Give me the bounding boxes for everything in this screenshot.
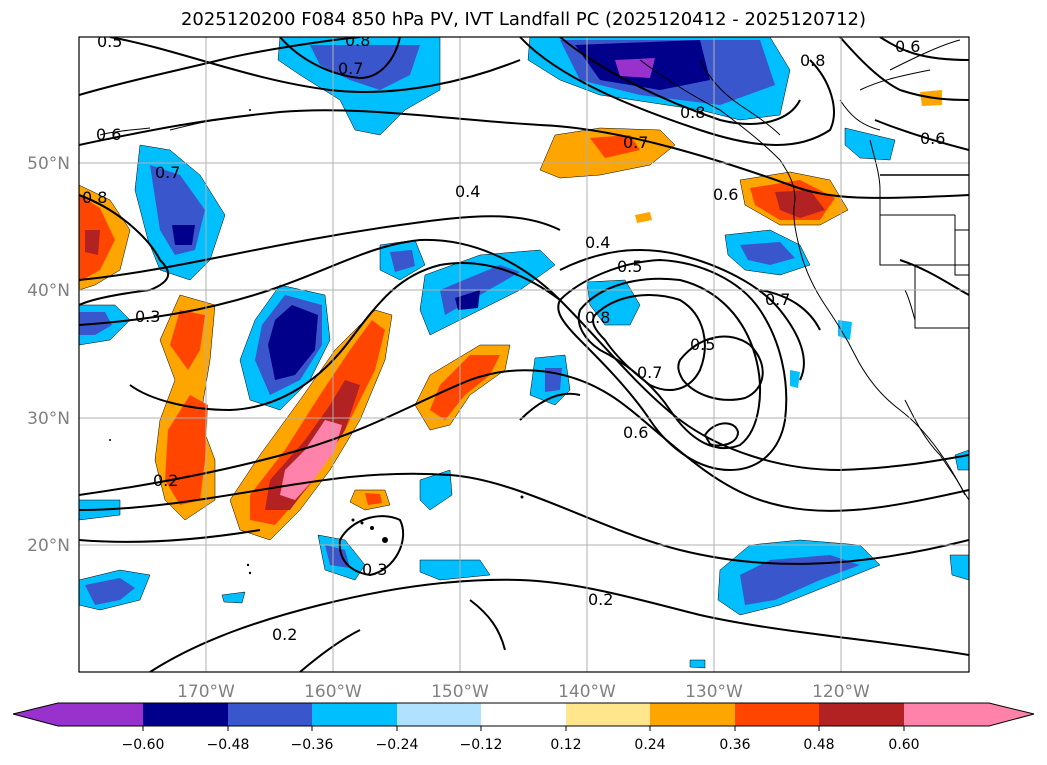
lat-label: 40°N bbox=[27, 281, 70, 301]
contour-label: 0.7 bbox=[765, 290, 790, 309]
colorbar-tick-label: −0.60 bbox=[122, 737, 165, 753]
map-title: 2025120200 F084 850 hPa PV, IVT Landfall… bbox=[180, 9, 867, 30]
contour-label: 0.7 bbox=[338, 59, 363, 78]
contour-label: 0.6 bbox=[96, 125, 121, 144]
contour-label: 0.7 bbox=[155, 163, 180, 182]
contour-label: 0.6 bbox=[713, 185, 738, 204]
colorbar-segment bbox=[904, 703, 989, 726]
contour-label: 0.5 bbox=[690, 335, 715, 354]
contour-label: 0.2 bbox=[153, 471, 178, 490]
positive-pv-fills bbox=[79, 90, 942, 541]
colorbar-tick-label: −0.48 bbox=[207, 737, 250, 753]
contour-label: 0.8 bbox=[585, 308, 610, 327]
colorbar-tick-label: 0.12 bbox=[550, 737, 581, 753]
colorbar: −0.60 −0.48 −0.36 −0.24 −0.12 0.12 0.24 … bbox=[12, 702, 1035, 753]
contour-label: 0.4 bbox=[585, 233, 610, 252]
contour-label: 0.7 bbox=[623, 133, 648, 152]
contour-label: 0.4 bbox=[455, 182, 480, 201]
colorbar-segment bbox=[58, 703, 143, 726]
colorbar-segment bbox=[650, 703, 735, 726]
colorbar-tick-label: −0.36 bbox=[291, 737, 334, 753]
colorbar-segment bbox=[143, 703, 228, 726]
colorbar-segment bbox=[735, 703, 819, 726]
colorbar-tick-label: 0.24 bbox=[634, 737, 665, 753]
lon-label: 140°W bbox=[558, 682, 616, 702]
contour-label: 0.5 bbox=[97, 32, 122, 51]
colorbar-segment bbox=[228, 703, 312, 726]
contour-label: 0.8 bbox=[680, 103, 705, 122]
contour-label: 0.3 bbox=[362, 560, 387, 579]
coastlines bbox=[99, 39, 969, 501]
colorbar-tick-label: 0.36 bbox=[719, 737, 750, 753]
lat-label: 30°N bbox=[27, 409, 70, 429]
colorbar-segment bbox=[566, 703, 650, 726]
colorbar-segment bbox=[312, 703, 397, 726]
contour-label: 0.6 bbox=[623, 423, 648, 442]
contour-label: 0.6 bbox=[920, 129, 945, 148]
lon-label: 130°W bbox=[685, 682, 743, 702]
lon-tick-labels: 170°W 160°W 150°W 140°W 130°W 120°W bbox=[177, 682, 870, 702]
colorbar-segment bbox=[481, 703, 566, 726]
contour-label: 0.2 bbox=[588, 590, 613, 609]
lon-label: 120°W bbox=[812, 682, 870, 702]
contour-label: 0.5 bbox=[617, 257, 642, 276]
contour-label: 0.6 bbox=[895, 37, 920, 56]
contour-label: 0.3 bbox=[135, 307, 160, 326]
lon-label: 150°W bbox=[431, 682, 489, 702]
contour-label: 0.8 bbox=[82, 188, 107, 207]
contour-labels: 0.5 0.8 0.7 0.6 0.8 0.6 0.8 0.7 0.7 0.8 … bbox=[82, 31, 945, 644]
islands bbox=[109, 109, 524, 575]
contour-label: 0.8 bbox=[345, 31, 370, 50]
colorbar-tick-label: −0.24 bbox=[376, 737, 419, 753]
colorbar-extend-min bbox=[13, 703, 58, 726]
colorbar-extend-max bbox=[989, 703, 1034, 726]
contour-label: 0.2 bbox=[272, 625, 297, 644]
gridlines bbox=[79, 37, 969, 672]
map-panel: 0.5 0.8 0.7 0.6 0.8 0.6 0.8 0.7 0.7 0.8 … bbox=[79, 31, 969, 672]
colorbar-tick-label: 0.60 bbox=[888, 737, 919, 753]
lon-label: 160°W bbox=[304, 682, 362, 702]
contour-label: 0.8 bbox=[800, 51, 825, 70]
map-frame bbox=[78, 36, 970, 673]
colorbar-ticks bbox=[142, 726, 905, 731]
contour-label: 0.7 bbox=[637, 363, 662, 382]
colorbar-outline bbox=[12, 702, 1035, 727]
colorbar-tick-label: −0.12 bbox=[460, 737, 503, 753]
lat-label: 50°N bbox=[27, 154, 70, 174]
lon-label: 170°W bbox=[177, 682, 235, 702]
colorbar-segment bbox=[819, 703, 904, 726]
colorbar-tick-label: 0.48 bbox=[803, 737, 834, 753]
lat-label: 20°N bbox=[27, 536, 70, 556]
colorbar-segment bbox=[397, 703, 481, 726]
lat-tick-labels: 50°N 40°N 30°N 20°N bbox=[27, 154, 70, 556]
